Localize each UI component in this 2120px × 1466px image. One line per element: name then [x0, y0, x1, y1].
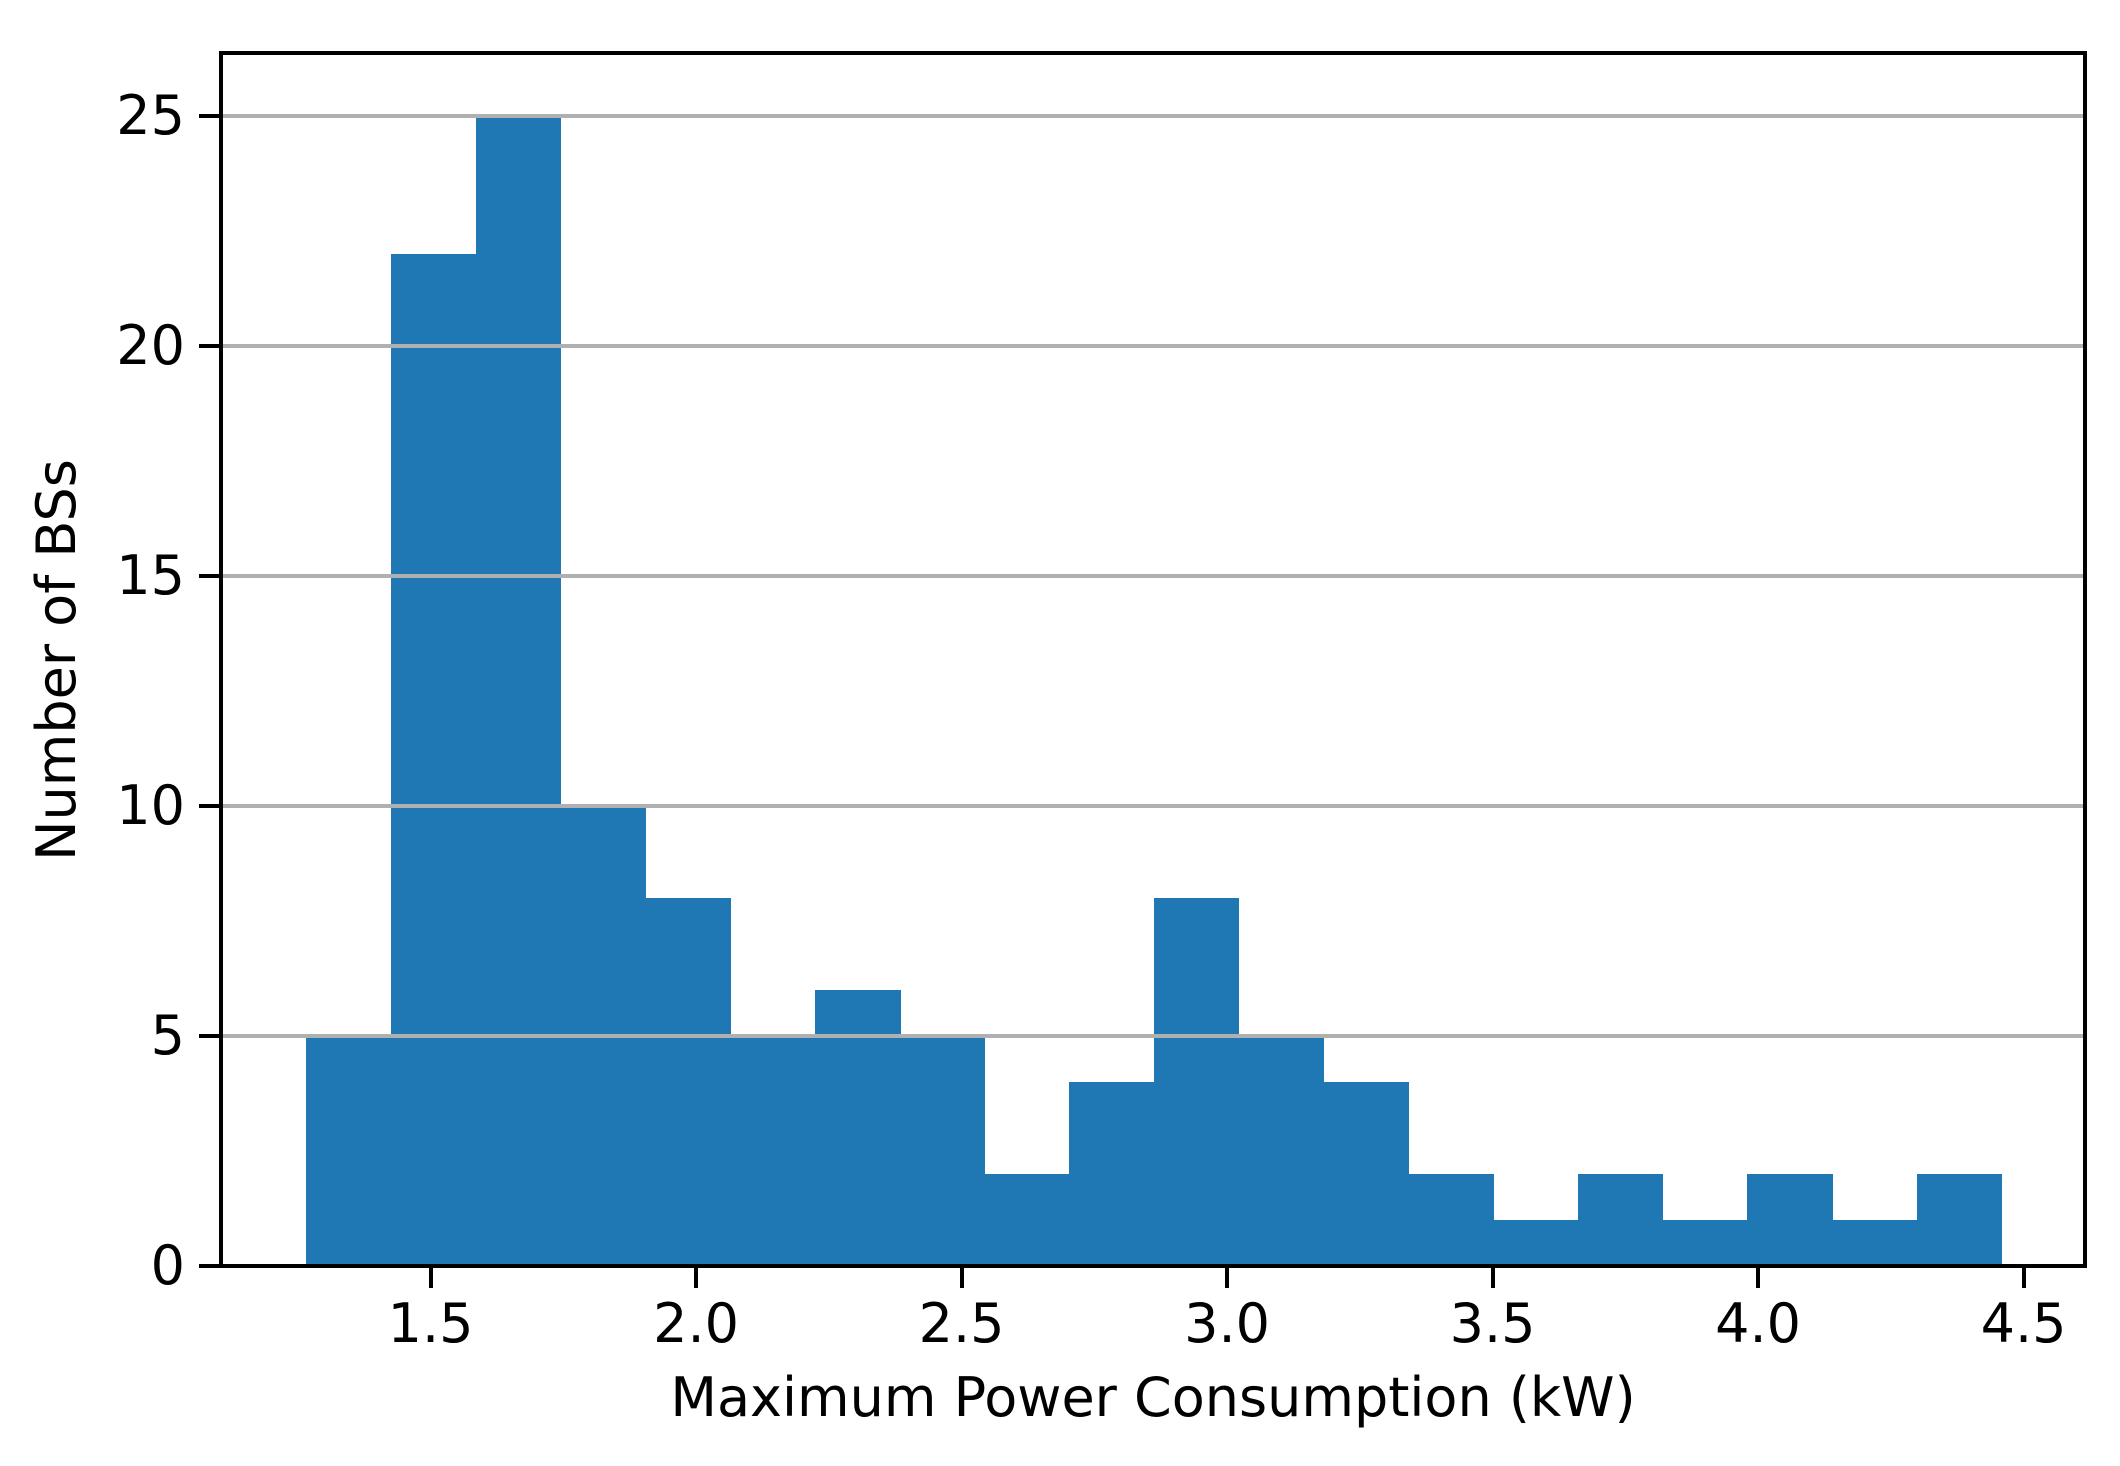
- y-tick-mark: [199, 344, 219, 348]
- histogram-bar: [984, 1174, 1070, 1266]
- x-tick-mark: [1756, 1268, 1761, 1288]
- histogram-bar: [1832, 1220, 1918, 1266]
- y-tick-label: 5: [150, 1004, 185, 1067]
- histogram-bar: [1916, 1174, 2002, 1266]
- y-tick-mark: [199, 574, 219, 578]
- y-tick-label: 25: [116, 84, 185, 148]
- y-tick-mark: [199, 114, 219, 119]
- y-gridline: [221, 344, 2085, 348]
- y-gridline: [221, 1034, 2085, 1038]
- x-tick-mark: [1490, 1268, 1495, 1288]
- x-tick-mark: [2021, 1268, 2026, 1288]
- histogram-bar: [1662, 1220, 1749, 1266]
- histogram-bar: [1323, 1082, 1409, 1266]
- histogram-bar: [815, 990, 901, 1266]
- histogram-bar: [645, 898, 731, 1266]
- x-tick-mark: [428, 1268, 433, 1288]
- histogram-bar: [1154, 898, 1240, 1266]
- histogram-bar: [730, 1036, 816, 1266]
- histogram-bar: [1069, 1082, 1155, 1266]
- x-tick-label: 4.5: [1980, 1292, 2067, 1355]
- histogram-bar: [475, 116, 562, 1266]
- x-tick-label: 3.0: [1184, 1292, 1271, 1355]
- y-tick-mark: [199, 1264, 219, 1268]
- histogram-bar: [1238, 1036, 1325, 1266]
- y-tick-mark: [199, 804, 219, 808]
- x-tick-label: 4.0: [1715, 1292, 1802, 1355]
- histogram-bar: [1408, 1174, 1494, 1266]
- y-tick-mark: [199, 1034, 219, 1038]
- histogram-bar: [900, 1036, 986, 1266]
- y-gridline: [221, 114, 2085, 119]
- histogram-bar: [1493, 1220, 1579, 1266]
- y-gridline: [221, 574, 2085, 578]
- x-tick-label: 2.5: [918, 1292, 1005, 1355]
- y-tick-label: 0: [150, 1234, 185, 1297]
- x-tick-label: 1.5: [387, 1292, 474, 1355]
- y-gridline: [221, 804, 2085, 808]
- x-tick-label: 2.0: [653, 1292, 740, 1355]
- histogram-bar: [1578, 1174, 1664, 1266]
- histogram-bar: [1747, 1174, 1834, 1266]
- y-tick-label: 15: [116, 544, 185, 607]
- x-tick-mark: [694, 1268, 699, 1288]
- y-tick-label: 10: [116, 774, 185, 837]
- histogram-bar: [391, 254, 477, 1266]
- x-axis-label: Maximum Power Consumption (kW): [670, 1366, 1636, 1429]
- x-tick-mark: [959, 1268, 964, 1288]
- x-tick-mark: [1225, 1268, 1230, 1288]
- y-tick-label: 20: [116, 314, 185, 377]
- histogram-bar: [306, 1036, 392, 1266]
- x-tick-label: 3.5: [1449, 1292, 1536, 1355]
